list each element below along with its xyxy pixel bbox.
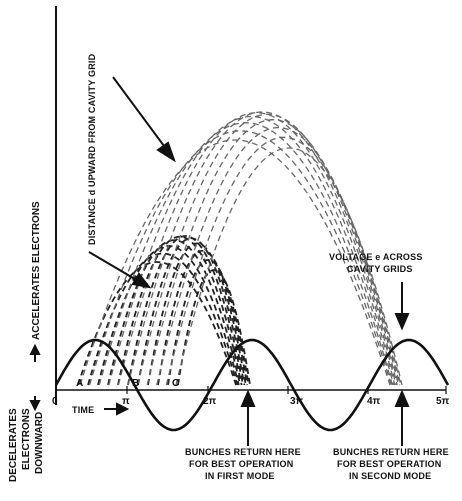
point-b-label: B	[132, 378, 139, 389]
first-mode-trajectory	[107, 239, 242, 386]
second-mode-trajectory	[79, 139, 391, 386]
tick-label-4: 4π	[367, 396, 381, 407]
first-mode-trajectory	[117, 235, 243, 386]
curve-arrowhead	[131, 272, 152, 289]
second-mode-trajectory	[88, 130, 392, 386]
distance-arrow	[112, 76, 168, 151]
first-mode-trajectory	[127, 235, 244, 386]
accelerates-label: ACCELERATES ELECTRONS	[31, 201, 42, 340]
curve-arrow	[88, 251, 141, 283]
voltage-label-line1: VOLTAGE e ACROSS	[329, 252, 423, 262]
decelerates-line1: DECELERATES	[8, 408, 19, 482]
first-mode-trajectory	[147, 242, 247, 386]
decelerates-line3: DOWNWARD	[34, 412, 45, 474]
time-arrowhead	[116, 402, 130, 416]
tick-label-5: 5π	[436, 396, 450, 407]
first-mode-trajectory	[167, 259, 250, 386]
tick-label-3: 3π	[290, 396, 304, 407]
first-mode-line1: BUNCHES RETURN HERE	[185, 447, 301, 457]
first-mode-line3: IN FIRST MODE	[205, 471, 275, 481]
tick-label-0: 0	[52, 396, 58, 407]
second-mode-arrowhead	[394, 389, 410, 407]
second-mode-line1: BUNCHES RETURN HERE	[333, 447, 449, 457]
pointer-arrows	[29, 76, 410, 446]
first-mode-trajectory	[157, 249, 249, 386]
accelerates-arrowhead	[29, 343, 41, 355]
tick-label-2: 2π	[203, 396, 217, 407]
first-mode-line2: FOR BEST OPERATION	[189, 459, 293, 469]
second-mode-trajectory	[156, 127, 401, 386]
second-mode-trajectory	[108, 116, 395, 386]
second-mode-trajectory	[165, 136, 402, 386]
voltage-label-line2: CAVITY GRIDS	[347, 264, 413, 274]
first-mode-trajectory	[137, 237, 246, 386]
first-mode-trajectory	[77, 261, 237, 386]
decelerates-arrowhead	[29, 400, 41, 412]
distance-label: DISTANCE d UPWARD FROM CAVITY GRID	[87, 53, 97, 245]
second-mode-trajectory	[127, 111, 397, 386]
first-mode-trajectory	[177, 269, 251, 386]
second-mode-line3: IN SECOND MODE	[349, 471, 431, 481]
first-mode-trajectory	[87, 252, 239, 386]
time-label: TIME	[72, 405, 94, 415]
second-mode-trajectory	[136, 114, 398, 386]
point-c-label: C	[172, 378, 179, 389]
second-mode-trajectory	[98, 122, 394, 386]
second-mode-trajectory	[146, 119, 400, 386]
second-mode-trajectory	[175, 147, 403, 386]
tick-label-1: π	[122, 396, 130, 407]
second-mode-trajectory	[117, 112, 396, 386]
distance-arrowhead	[156, 141, 176, 163]
voltage-arrowhead	[394, 313, 410, 331]
voltage-sine-wave	[54, 338, 450, 432]
point-a-label: A	[76, 378, 83, 389]
decelerates-line2: ELECTRONS	[21, 408, 32, 470]
second-mode-line2: FOR BEST OPERATION	[337, 459, 441, 469]
second-mode-trajectories	[79, 111, 403, 386]
first-mode-arrowhead	[240, 389, 256, 407]
